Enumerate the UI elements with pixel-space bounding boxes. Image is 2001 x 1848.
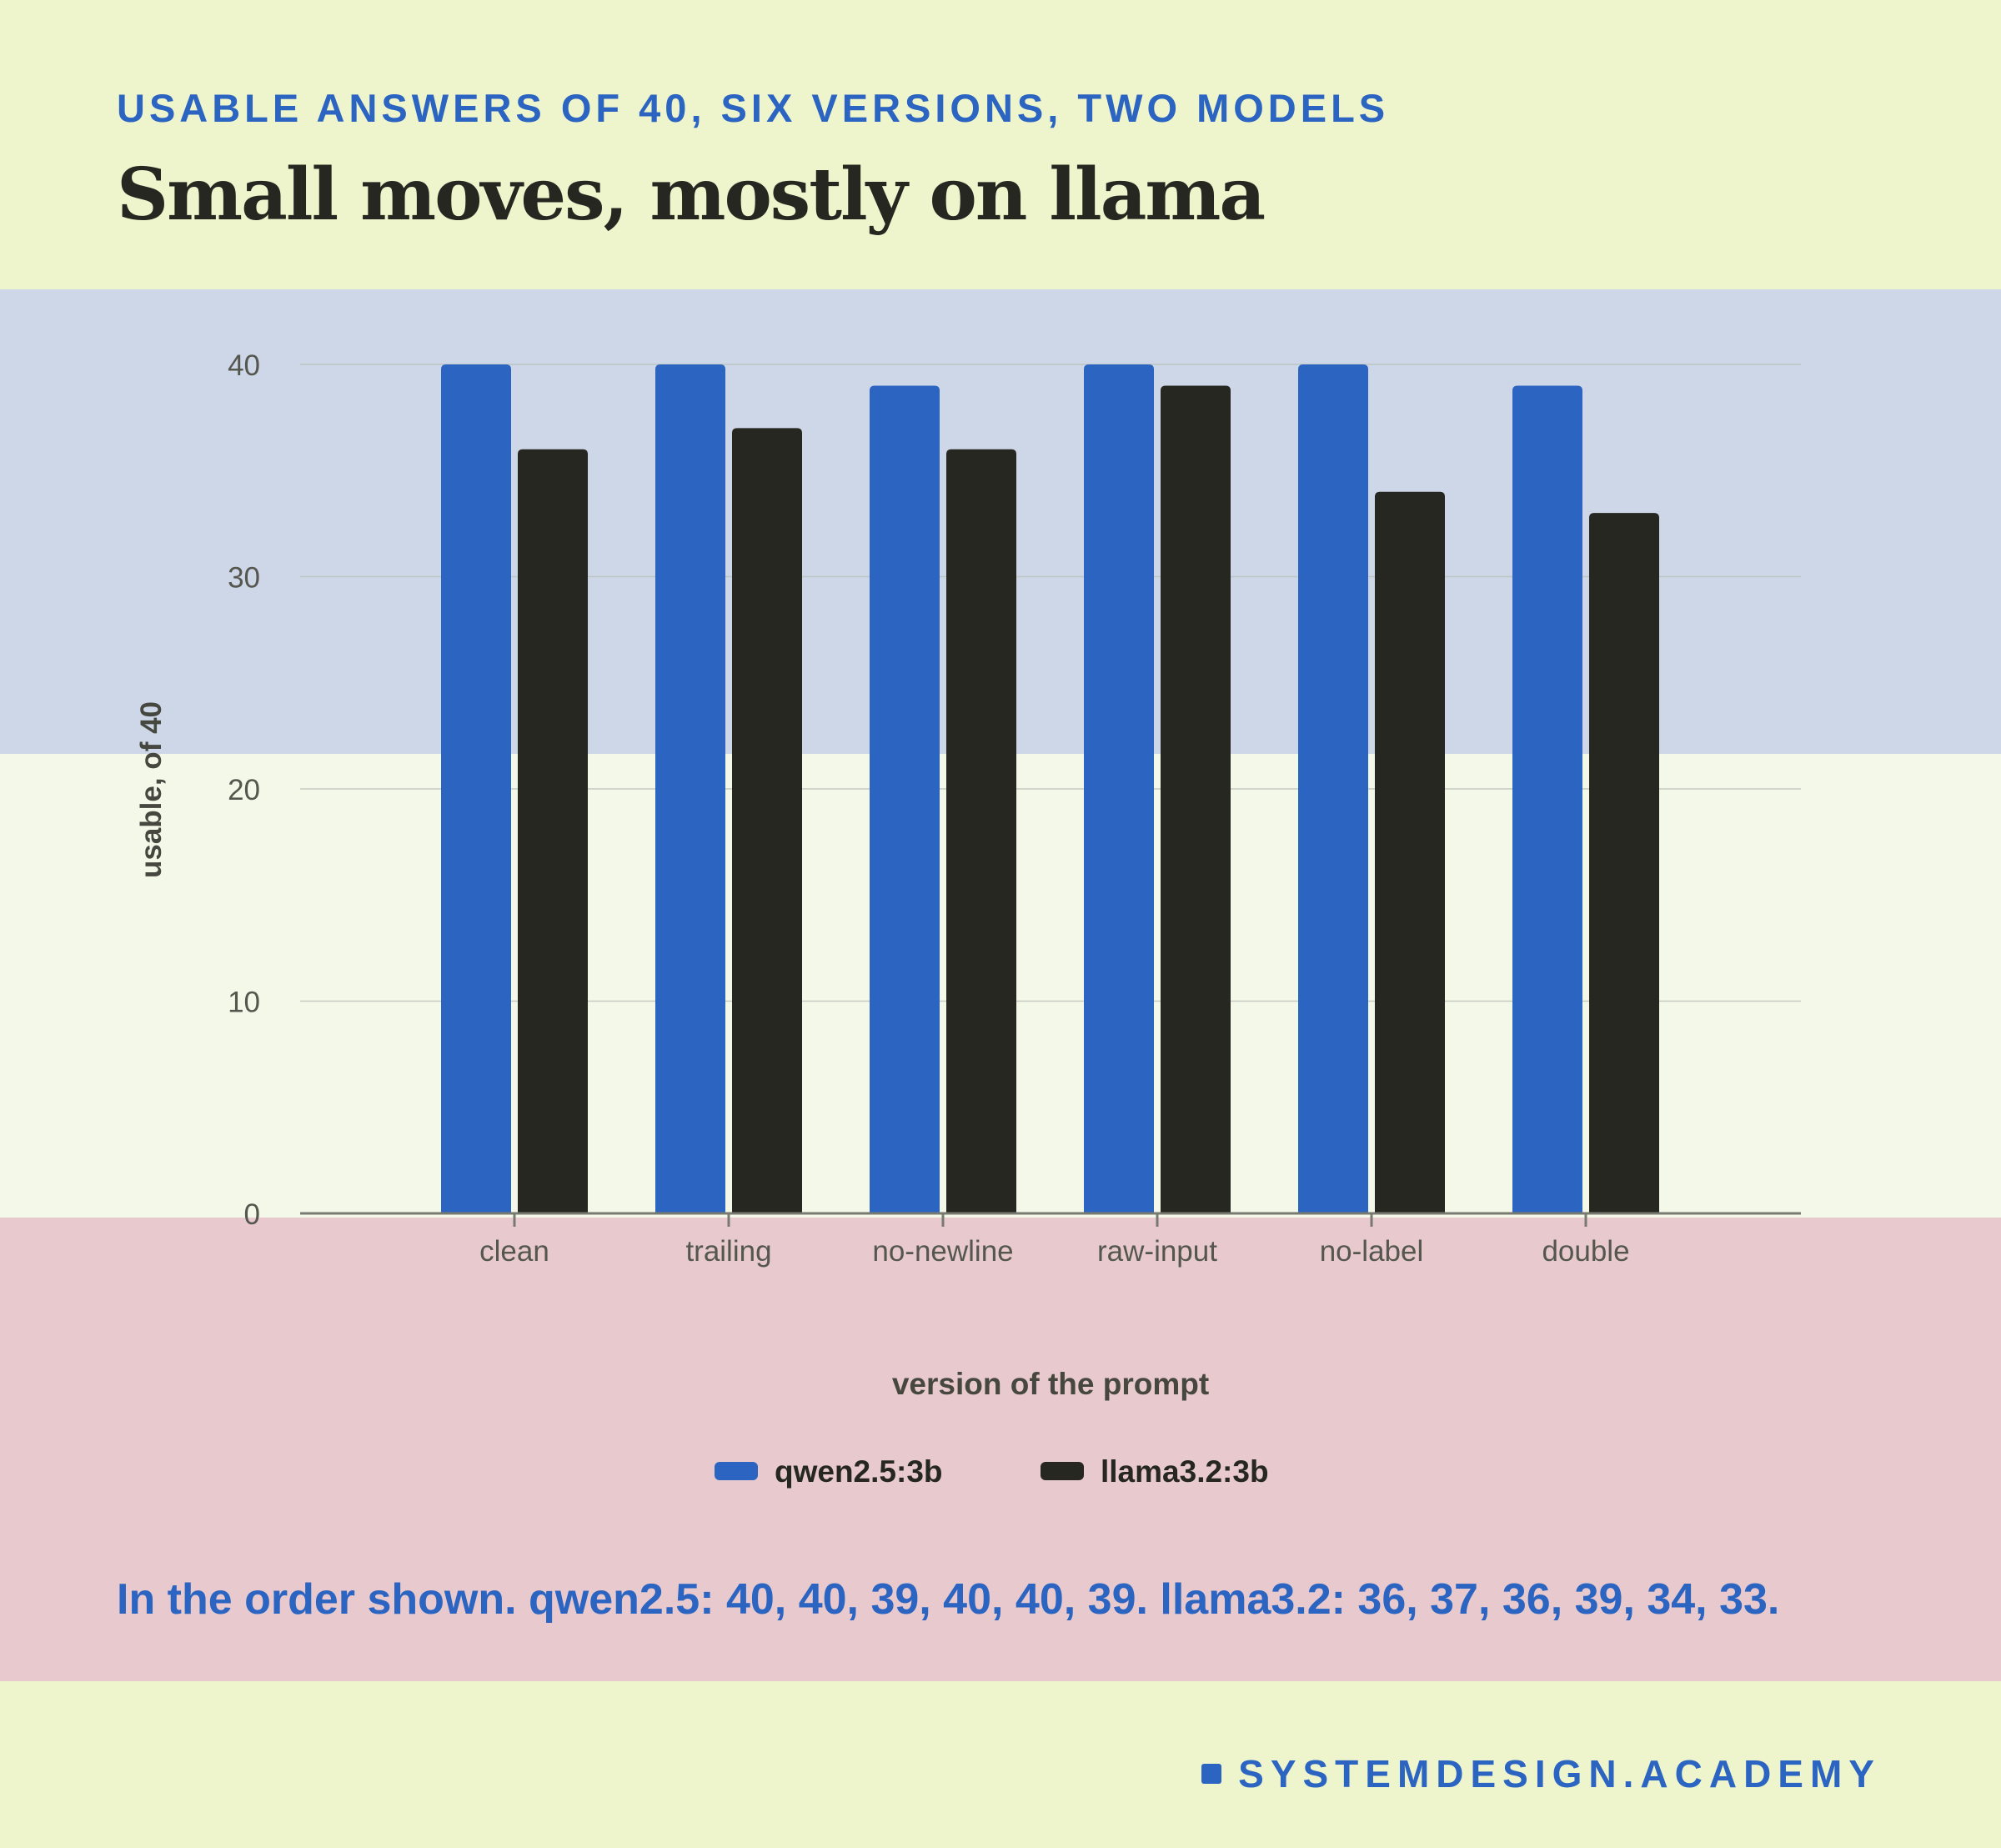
y-tick-label: 0	[244, 1198, 260, 1231]
bar-llama-no-label	[1375, 491, 1445, 1213]
bar-llama-double	[1589, 513, 1659, 1213]
legend: qwen2.5:3b llama3.2:3b	[715, 1454, 1269, 1489]
values-caption: In the order shown. qwen2.5: 40, 40, 39,…	[117, 1575, 1780, 1624]
brand-footer: SYSTEMDESIGN.ACADEMY	[1201, 1751, 1881, 1796]
bar-qwen-clean	[441, 364, 511, 1213]
x-ticks: clean trailing no-newline raw-input no-label…	[479, 1213, 1630, 1268]
bar-qwen-no-newline	[870, 385, 940, 1213]
x-tick-label: no-label	[1320, 1235, 1424, 1268]
y-tick-label: 40	[228, 349, 260, 382]
legend-label-llama: llama3.2:3b	[1101, 1454, 1269, 1489]
bar-qwen-double	[1512, 385, 1582, 1213]
bars	[441, 364, 1659, 1213]
bar-qwen-raw-input	[1084, 364, 1154, 1213]
y-ticks: 0 10 20 30 40	[228, 349, 260, 1231]
bar-llama-no-newline	[946, 449, 1016, 1213]
brand-label: SYSTEMDESIGN.ACADEMY	[1238, 1752, 1881, 1795]
x-tick-label: trailing	[685, 1235, 771, 1268]
legend-label-qwen: qwen2.5:3b	[775, 1454, 943, 1489]
x-tick-label: raw-input	[1097, 1235, 1217, 1268]
header-band	[0, 0, 2001, 289]
y-tick-label: 30	[228, 562, 260, 595]
bar-llama-trailing	[732, 428, 802, 1213]
legend-swatch-llama	[1041, 1462, 1084, 1480]
x-tick-label: double	[1542, 1235, 1629, 1268]
footer-band	[0, 1681, 2001, 1848]
chart-title: Small moves, mostly on llama	[117, 153, 1266, 237]
brand-square-icon	[1201, 1764, 1222, 1784]
y-axis-label: usable, of 40	[135, 701, 168, 878]
bar-llama-clean	[518, 449, 588, 1213]
bar-qwen-no-label	[1298, 364, 1368, 1213]
axis-band	[0, 1218, 2001, 1681]
x-tick-label: no-newline	[872, 1235, 1013, 1268]
bar-chart: clean trailing no-newline raw-input no-label…	[135, 349, 1801, 1489]
legend-swatch-qwen	[715, 1462, 758, 1480]
chart-eyebrow: USABLE ANSWERS OF 40, SIX VERSIONS, TWO …	[117, 86, 1390, 130]
x-tick-label: clean	[479, 1235, 549, 1268]
bar-qwen-trailing	[655, 364, 725, 1213]
bar-llama-raw-input	[1161, 385, 1231, 1213]
y-tick-label: 20	[228, 774, 260, 806]
y-tick-label: 10	[228, 987, 260, 1019]
x-axis-label: version of the prompt	[892, 1367, 1209, 1401]
